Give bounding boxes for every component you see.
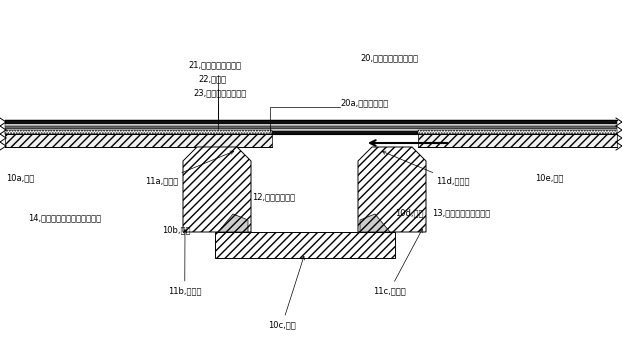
Polygon shape — [360, 214, 390, 232]
Text: 10d,筐体: 10d,筐体 — [395, 209, 424, 218]
Text: 12,斬角制錠部料: 12,斬角制錠部料 — [252, 192, 295, 201]
Text: 11d,可折部: 11d,可折部 — [383, 151, 470, 185]
Bar — [5, 129, 617, 131]
Bar — [418, 134, 617, 147]
Bar — [418, 130, 617, 134]
Text: 13,スライド式保持部材: 13,スライド式保持部材 — [432, 209, 490, 218]
Text: 20a,折り畳み部分: 20a,折り畳み部分 — [340, 99, 388, 108]
Text: 11a,可折部: 11a,可折部 — [145, 151, 234, 185]
Bar — [5, 130, 272, 134]
Bar — [5, 126, 617, 129]
Bar — [5, 120, 617, 124]
Text: 14,保持部材スライド用ガイド: 14,保持部材スライド用ガイド — [28, 213, 101, 222]
Text: 11b,可折部: 11b,可折部 — [168, 229, 202, 295]
Bar — [5, 134, 272, 147]
Text: 10e,筐体: 10e,筐体 — [535, 173, 564, 182]
Text: 21,フレキシブル基板: 21,フレキシブル基板 — [188, 61, 241, 118]
Text: 22,発光層: 22,発光層 — [198, 74, 226, 124]
Bar — [5, 124, 617, 126]
Text: 11c,可折部: 11c,可折部 — [373, 229, 422, 295]
Bar — [5, 131, 617, 134]
Text: 10c,筐体: 10c,筐体 — [268, 256, 305, 329]
Text: 10a,筐体: 10a,筐体 — [6, 173, 34, 182]
Text: 23,フレキシブル基板: 23,フレキシブル基板 — [193, 89, 246, 129]
Bar — [215, 232, 395, 258]
Polygon shape — [218, 214, 248, 232]
Text: 20,フレキシブル表示部: 20,フレキシブル表示部 — [360, 54, 418, 63]
Polygon shape — [183, 147, 251, 232]
Polygon shape — [358, 147, 426, 232]
Text: 10b,筐体: 10b,筐体 — [162, 226, 190, 235]
